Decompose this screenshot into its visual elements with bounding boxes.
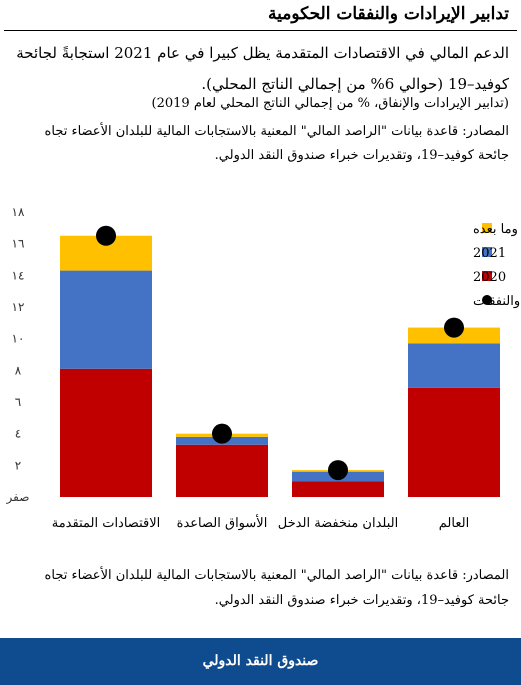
y-tick-label: ٨ bbox=[15, 363, 22, 377]
y-tick-label: صفر bbox=[6, 490, 30, 504]
total-marker bbox=[212, 423, 232, 444]
legend-swatch-2020 bbox=[482, 271, 492, 281]
imf-footer-banner: صندوق النقد الدولي bbox=[0, 638, 521, 685]
bar-segment-2021 bbox=[60, 270, 152, 369]
legend-label: التدابير الكلية للإيرادات والنفقات bbox=[473, 294, 521, 309]
y-tick-label: ١٦ bbox=[12, 237, 25, 251]
legend-swatch-total bbox=[482, 295, 492, 305]
y-tick-label: ١٨ bbox=[12, 205, 25, 219]
bar-segment-2020 bbox=[60, 368, 152, 497]
chart-legend: 2022 وما بعده 2021 2020 التدابير الكلية للإ… bbox=[473, 222, 521, 309]
legend-label: 2022 وما بعده bbox=[473, 222, 521, 237]
legend-label: 2021 bbox=[473, 246, 506, 261]
legend-swatch-2021 bbox=[482, 247, 492, 257]
category-label: البلدان منخفضة الدخل bbox=[278, 516, 398, 531]
sources-note-top: المصادر: قاعدة بيانات "الراصد المالي" ال… bbox=[44, 124, 509, 163]
category-labels-group: الاقتصادات المتقدمة الأسواق الصاعدة البلدا… bbox=[52, 514, 469, 531]
y-tick-label: ٢ bbox=[15, 458, 21, 472]
category-label: الأسواق الصاعدة bbox=[177, 514, 268, 531]
category-label: الاقتصادات المتقدمة bbox=[52, 516, 161, 531]
totals-markers-group bbox=[96, 225, 464, 481]
total-marker bbox=[328, 460, 348, 481]
y-tick-label: ٤ bbox=[15, 427, 21, 441]
legend-swatch-2022-وما-بعده bbox=[482, 223, 492, 233]
category-label: العالم bbox=[439, 516, 469, 531]
chart-subtitle: الدعم المالي في الاقتصادات المتقدمة يظل … bbox=[16, 44, 509, 93]
bar-segment-2020 bbox=[176, 444, 268, 497]
y-axis: صفر ٢ ٤ ٦ ٨ ١٠ ١٢ ١٤ ١٦ ١٨ bbox=[6, 205, 30, 504]
y-tick-label: ٦ bbox=[15, 395, 21, 409]
y-tick-label: ١٠ bbox=[12, 332, 25, 346]
y-tick-label: ١٢ bbox=[12, 300, 25, 314]
bars-group bbox=[60, 235, 500, 497]
title-divider bbox=[4, 30, 517, 31]
chart-title: تدابير الإيرادات والنفقات الحكومية bbox=[268, 4, 509, 24]
unit-note: (تدابير الإيرادات والإنفاق، % من إجمالي … bbox=[151, 96, 509, 111]
total-marker bbox=[444, 317, 464, 338]
sources-note-bottom: المصادر: قاعدة بيانات "الراصد المالي" ال… bbox=[44, 568, 509, 608]
y-tick-label: ١٤ bbox=[12, 268, 25, 282]
stacked-bar-chart: صفر ٢ ٤ ٦ ٨ ١٠ ١٢ ١٤ ١٦ ١٨ الاقتصادات المتقدمة الأ… bbox=[6, 205, 521, 531]
total-marker bbox=[96, 225, 116, 246]
bar-segment-2020 bbox=[292, 481, 384, 497]
bar-segment-2020 bbox=[408, 387, 500, 497]
legend-label: 2020 bbox=[473, 270, 506, 285]
bar-segment-2021 bbox=[408, 343, 500, 388]
